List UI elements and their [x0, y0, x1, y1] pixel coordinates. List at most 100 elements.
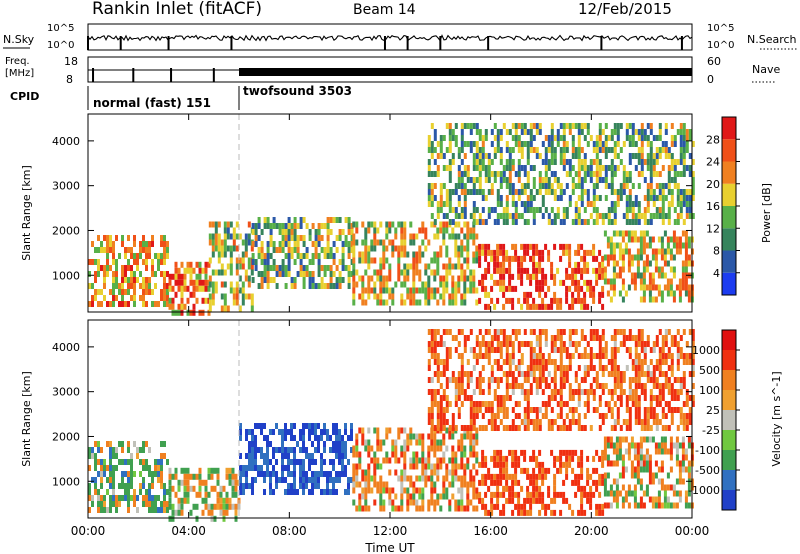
echo-cell	[254, 223, 258, 229]
echo-cell	[260, 247, 264, 253]
echo-cell	[151, 501, 154, 507]
echo-cell	[652, 159, 656, 165]
echo-cell	[484, 255, 488, 262]
echo-cell	[532, 177, 536, 183]
echo-cell	[302, 283, 306, 289]
echo-cell	[448, 293, 452, 300]
echo-cell	[589, 135, 593, 141]
echo-cell	[672, 230, 676, 237]
echo-cell	[658, 123, 662, 129]
echo-cell	[250, 263, 254, 270]
echo-cell	[511, 473, 515, 480]
echo-cell	[112, 271, 115, 277]
echo-cell	[151, 483, 154, 489]
echo-cell	[445, 213, 449, 219]
echo-cell	[403, 227, 407, 234]
echo-cell	[487, 291, 491, 298]
echo-cell	[211, 293, 215, 300]
echo-cell	[622, 335, 626, 341]
echo-cell	[687, 260, 691, 267]
echo-cell	[166, 507, 169, 513]
echo-cell	[532, 497, 536, 504]
echo-cell	[664, 195, 668, 201]
echo-cell	[121, 495, 124, 501]
echo-cell	[436, 439, 440, 446]
echo-cell	[652, 165, 656, 171]
echo-cell	[598, 195, 602, 201]
echo-cell	[385, 433, 389, 440]
echo-cell	[115, 453, 118, 459]
echo-cell	[311, 283, 315, 289]
echo-cell	[355, 475, 359, 482]
echo-cell	[466, 505, 470, 512]
echo-cell	[293, 423, 296, 429]
echo-cell	[678, 236, 682, 243]
echo-cell	[637, 135, 641, 141]
echo-cell	[475, 427, 479, 434]
echo-cell	[275, 447, 278, 453]
echo-cell	[661, 335, 665, 341]
echo-cell	[502, 509, 506, 516]
echo-cell	[580, 297, 584, 304]
echo-cell	[376, 293, 380, 300]
echo-cell	[616, 135, 620, 141]
echo-cell	[448, 147, 452, 153]
echo-cell	[610, 335, 614, 341]
echo-cell	[604, 123, 608, 129]
echo-cell	[670, 123, 674, 129]
echo-cell	[637, 129, 641, 135]
echo-cell	[487, 261, 491, 268]
echo-cell	[523, 329, 527, 335]
echo-cell	[379, 493, 383, 500]
echo-cell	[547, 147, 551, 153]
echo-cell	[296, 235, 300, 241]
echo-cell	[583, 371, 587, 377]
echo-cell	[657, 478, 661, 485]
echo-cell	[415, 499, 419, 506]
echo-cell	[352, 281, 356, 288]
echo-cell	[580, 425, 584, 431]
echo-cell	[454, 457, 458, 464]
echo-cell	[457, 475, 461, 482]
echo-cell	[195, 515, 199, 522]
echo-cell	[481, 335, 485, 341]
echo-cell	[439, 195, 443, 201]
echo-cell	[251, 241, 255, 247]
echo-cell	[373, 481, 377, 488]
echo-cell	[577, 165, 581, 171]
echo-cell	[433, 371, 437, 377]
echo-cell	[211, 251, 215, 258]
echo-cell	[180, 497, 184, 504]
echo-cell	[487, 207, 491, 213]
echo-cell	[364, 505, 368, 512]
echo-cell	[481, 377, 485, 383]
echo-cell	[475, 377, 479, 383]
echo-cell	[658, 195, 662, 201]
echo-cell	[499, 159, 503, 165]
echo-cell	[538, 267, 542, 274]
echo-cell	[272, 277, 276, 283]
echo-cell	[676, 425, 680, 431]
echo-cell	[88, 447, 91, 453]
echo-cell	[326, 241, 330, 247]
echo-cell	[478, 371, 482, 377]
echo-cell	[640, 347, 644, 353]
echo-cell	[663, 502, 667, 509]
echo-cell	[460, 463, 464, 470]
echo-cell	[217, 239, 221, 246]
echo-cell	[311, 277, 315, 283]
echo-cell	[290, 447, 293, 453]
echo-cell	[514, 335, 518, 341]
echo-cell	[603, 472, 607, 479]
echo-cell	[424, 293, 428, 300]
echo-cell	[532, 195, 536, 201]
echo-cell	[460, 439, 464, 446]
echo-cell	[472, 413, 476, 419]
echo-cell	[481, 141, 485, 147]
echo-cell	[427, 499, 431, 506]
echo-cell	[517, 497, 521, 504]
echo-cell	[658, 383, 662, 389]
echo-cell	[547, 425, 551, 431]
echo-cell	[88, 483, 91, 489]
